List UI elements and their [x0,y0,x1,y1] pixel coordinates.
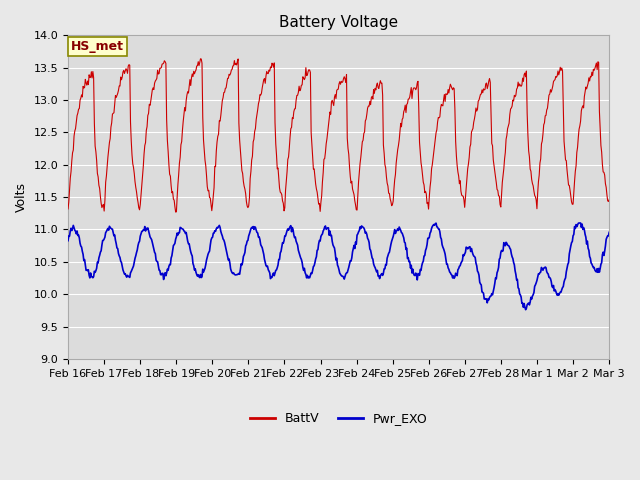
Text: HS_met: HS_met [71,40,124,53]
Title: Battery Voltage: Battery Voltage [279,15,398,30]
Y-axis label: Volts: Volts [15,182,28,212]
Legend: BattV, Pwr_EXO: BattV, Pwr_EXO [244,407,433,430]
